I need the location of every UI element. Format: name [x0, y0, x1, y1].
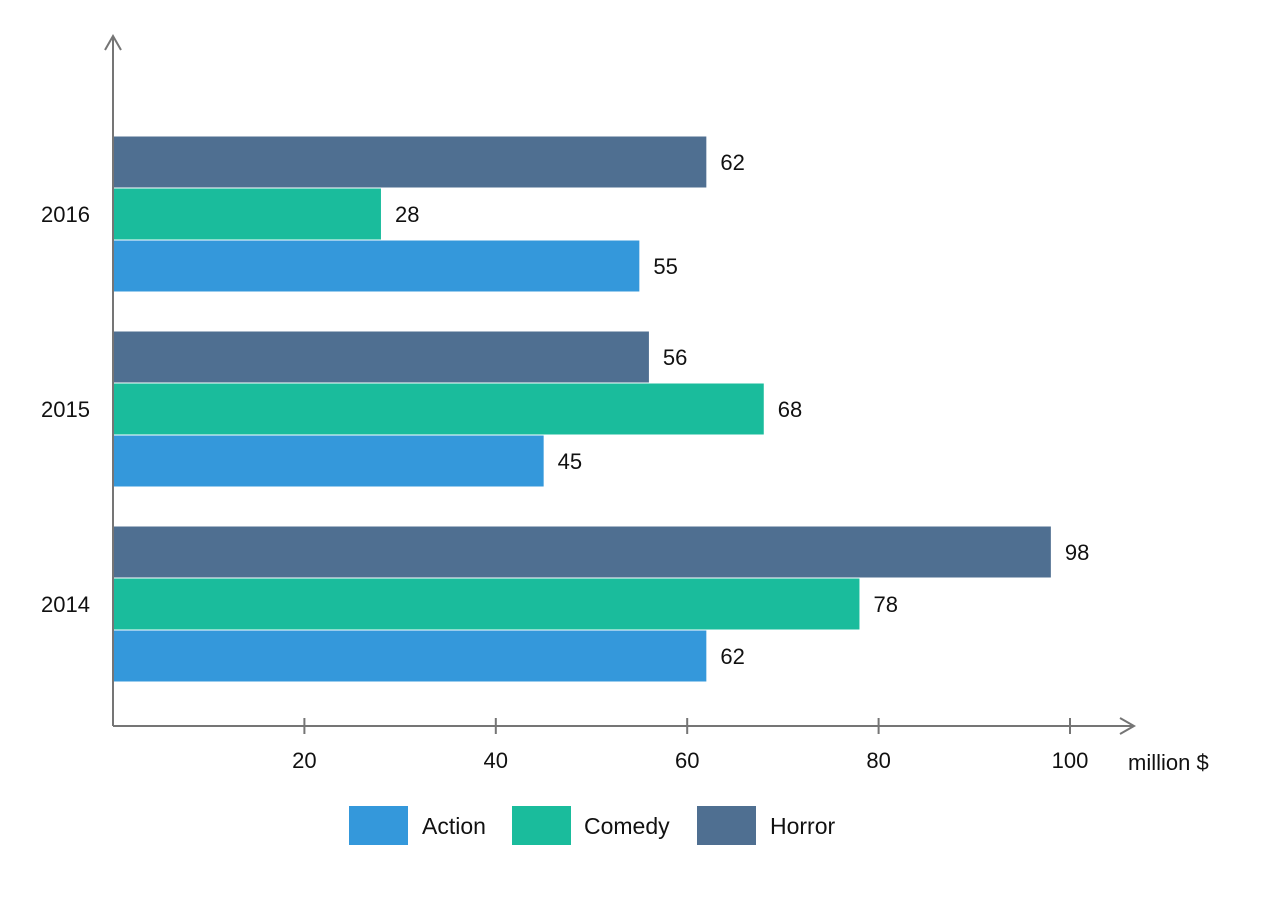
- category-label-2015: 2015: [41, 397, 90, 422]
- legend-swatch-comedy: [512, 806, 571, 845]
- legend-swatch-horror: [697, 806, 756, 845]
- bar-comedy-2014: [113, 578, 860, 630]
- value-label-horror-2016: 62: [720, 150, 744, 175]
- bar-horror-2016: [113, 136, 707, 188]
- legend-swatch-action: [349, 806, 408, 845]
- axes-layer: 2014 2015 2016 20 40 60 80 100 million $: [41, 33, 1209, 775]
- value-label-action-2015: 45: [558, 449, 582, 474]
- x-tick-label-100: 100: [1052, 748, 1089, 773]
- y-axis-arrow-icon: [104, 33, 122, 51]
- category-label-2016: 2016: [41, 202, 90, 227]
- legend-label-action: Action: [422, 813, 486, 839]
- x-tick-label-80: 80: [866, 748, 890, 773]
- legend-label-comedy: Comedy: [584, 813, 670, 839]
- legend: Action Comedy Horror: [349, 806, 836, 845]
- value-labels-layer: 62 78 98 45 68 56 55 28 62: [395, 150, 1089, 669]
- legend-label-horror: Horror: [770, 813, 836, 839]
- value-label-action-2014: 62: [720, 644, 744, 669]
- bars-layer: [113, 136, 1051, 682]
- bar-horror-2015: [113, 331, 649, 383]
- bar-action-2016: [113, 240, 640, 292]
- value-label-action-2016: 55: [653, 254, 677, 279]
- bar-action-2014: [113, 630, 707, 682]
- bar-comedy-2015: [113, 383, 764, 435]
- x-tick-label-20: 20: [292, 748, 316, 773]
- value-label-horror-2014: 98: [1065, 540, 1089, 565]
- value-label-horror-2015: 56: [663, 345, 687, 370]
- bar-comedy-2016: [113, 188, 381, 240]
- bar-horror-2014: [113, 526, 1051, 578]
- bar-action-2015: [113, 435, 544, 487]
- value-label-comedy-2014: 78: [873, 592, 897, 617]
- value-label-comedy-2015: 68: [778, 397, 802, 422]
- x-tick-label-40: 40: [484, 748, 508, 773]
- x-tick-label-60: 60: [675, 748, 699, 773]
- x-axis-unit-label: million $: [1128, 750, 1209, 775]
- x-axis-arrow-icon: [1119, 717, 1137, 735]
- category-label-2014: 2014: [41, 592, 90, 617]
- value-label-comedy-2016: 28: [395, 202, 419, 227]
